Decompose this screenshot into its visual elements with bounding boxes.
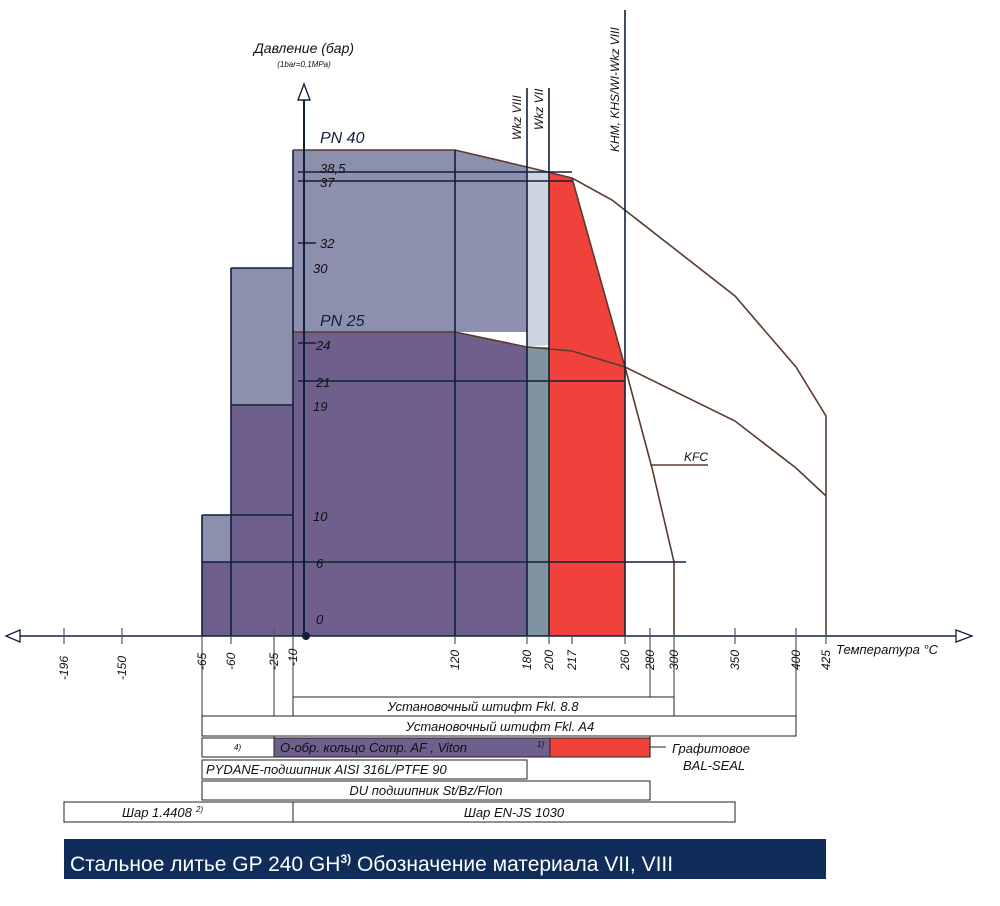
x-tick-label: 425 bbox=[819, 650, 833, 670]
banner-roman-2: III bbox=[655, 853, 674, 876]
x-tick-labels: -196 -150 -65 -60 -25 -10 120 180 200 21… bbox=[57, 648, 833, 680]
x-tick-label: 400 bbox=[789, 650, 803, 670]
y-tick-label: 19 bbox=[313, 399, 327, 414]
area-left-step-10 bbox=[202, 515, 231, 562]
banner-sup: 3) bbox=[340, 852, 352, 866]
curve-pn25 bbox=[293, 331, 827, 497]
area-graphite-red bbox=[549, 172, 625, 636]
banner-text: Стальное литье GP 240 GH bbox=[70, 853, 341, 876]
x-tick-label: 280 bbox=[643, 650, 657, 671]
x-tick-label: -196 bbox=[57, 656, 71, 680]
y-tick-labels: 0 6 10 19 21 24 30 32 37 38,5 bbox=[313, 161, 346, 627]
area-wkz-viii bbox=[527, 167, 549, 347]
banner-text-2: Обозначение материала V bbox=[351, 853, 619, 876]
x-tick-label: 217 bbox=[565, 649, 579, 671]
x-tick-label: -25 bbox=[267, 652, 281, 670]
bar-du-label: DU подшипник St/Bz/Flon bbox=[349, 783, 502, 798]
bar-pin-a4-label: Установочный штифт Fkl. A4 bbox=[405, 719, 594, 734]
x-tick-label: 350 bbox=[728, 650, 742, 670]
bar-graphite bbox=[549, 737, 651, 758]
bar-pin-a4 bbox=[201, 715, 797, 737]
y-tick-marks bbox=[298, 242, 316, 344]
x-tick-label: 300 bbox=[667, 650, 681, 670]
curve-pn40 bbox=[293, 149, 827, 636]
y-tick-label: 30 bbox=[313, 261, 328, 276]
label-kfc: KFC bbox=[684, 450, 708, 464]
label-wkz-viii: Wkz VIII bbox=[510, 95, 524, 140]
y-axis-note: (1bar=0,1MPa) bbox=[277, 60, 331, 69]
x-tick-label: -65 bbox=[195, 652, 209, 670]
pn40-label: PN 40 bbox=[320, 130, 365, 147]
x-tick-label: 180 bbox=[520, 650, 534, 670]
x-axis-title: Температура °C bbox=[836, 642, 939, 657]
y-tick-label: 37 bbox=[320, 175, 335, 190]
bar-ball-enjs-label: Шар EN-JS 1030 bbox=[464, 805, 565, 820]
y-axis-title: Давление (бар) bbox=[252, 40, 354, 56]
x-tick-label: 260 bbox=[618, 650, 632, 671]
material-bars: Установочный штифт Fkl. 8.8 Установочный… bbox=[63, 696, 797, 823]
y-tick-label: 32 bbox=[320, 236, 335, 251]
banner-roman-1: II bbox=[618, 853, 630, 876]
y-tick-label: 0 bbox=[316, 612, 324, 627]
x-tick-label: 200 bbox=[542, 650, 556, 671]
bar-du bbox=[201, 780, 651, 801]
x-tick-label: -60 bbox=[224, 652, 238, 670]
bar-pydane-label: PYDANE-подшипник AISI 316L/PTFE 90 bbox=[206, 762, 447, 777]
material-banner: Стальное литье GP 240 GH3) Обозначение м… bbox=[64, 839, 826, 879]
x-tick-label: -10 bbox=[286, 648, 300, 666]
bar-ball-14408-note: 2) bbox=[195, 805, 203, 814]
pn25-label: PN 25 bbox=[320, 313, 365, 330]
area-pn40-upper bbox=[293, 150, 527, 332]
chart-areas bbox=[202, 150, 625, 636]
graphite-label-1: Графитовое bbox=[672, 741, 750, 756]
x-axis: Температура °C bbox=[4, 629, 974, 657]
bar-oring-note-left: 4) bbox=[234, 743, 241, 752]
graphite-label-2: BAL-SEAL bbox=[683, 758, 745, 773]
bar-ball-enjs bbox=[292, 801, 736, 823]
label-wkz-vii: Wkz VII bbox=[532, 88, 546, 130]
bar-ball-14408-label: Шар 1.4408 bbox=[122, 805, 193, 820]
x-tick-label: -150 bbox=[115, 656, 129, 680]
bar-pydane bbox=[201, 759, 528, 780]
bar-oring-note: 1) bbox=[537, 740, 544, 749]
y-tick-label: 10 bbox=[313, 509, 328, 524]
banner-text-3: , V bbox=[629, 853, 656, 876]
x-tick-label: 120 bbox=[448, 650, 462, 670]
area-wkz-vii bbox=[527, 347, 549, 636]
reference-lines bbox=[201, 10, 686, 636]
y-tick-label: 21 bbox=[315, 375, 330, 390]
label-khm: KHM, KHS/WI-Wkz VIII bbox=[608, 27, 622, 152]
pressure-temperature-chart: Давление (бар) (1bar=0,1MPa) 0 6 10 19 2… bbox=[4, 10, 974, 823]
y-tick-label: 38,5 bbox=[320, 161, 346, 176]
area-pn25-lower bbox=[202, 332, 527, 636]
curve-kfc bbox=[571, 177, 675, 636]
area-left-step-30 bbox=[231, 268, 293, 405]
y-tick-label: 24 bbox=[315, 338, 330, 353]
bar-pin-88-label: Установочный штифт Fkl. 8.8 bbox=[386, 699, 579, 714]
y-tick-label: 6 bbox=[316, 556, 324, 571]
chart-curves bbox=[293, 149, 827, 636]
bar-oring-label: О-обр. кольцо Comp. AF , Viton bbox=[280, 740, 467, 755]
